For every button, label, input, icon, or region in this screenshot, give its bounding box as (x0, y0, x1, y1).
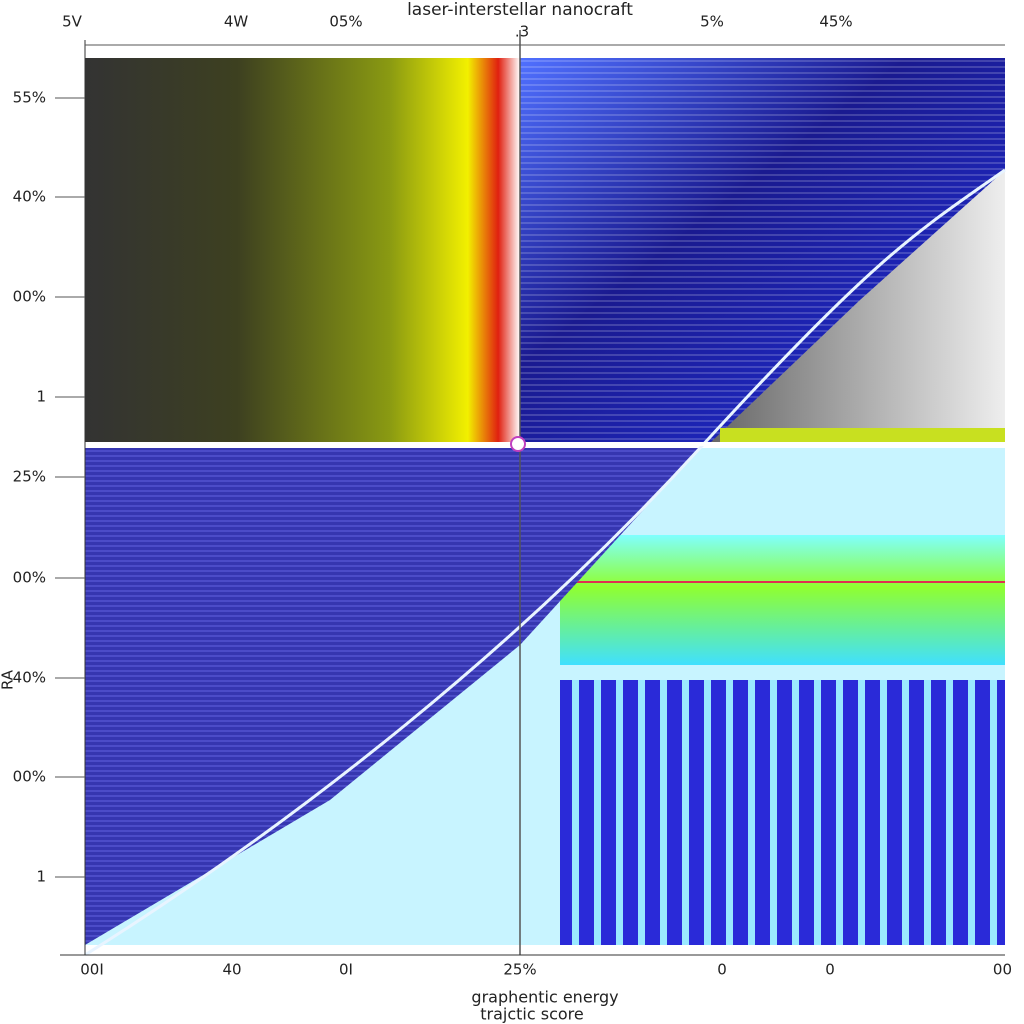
bottom-label: 0 (717, 961, 727, 979)
x-axis-label: graphentic energy (471, 988, 618, 1007)
left-label: 1 (36, 388, 46, 406)
yellow-band (720, 428, 1005, 443)
left-label: 00% (13, 768, 46, 786)
bottom-label: 40 (222, 961, 241, 979)
region-upper-left (85, 58, 520, 443)
region-lower-left (85, 448, 700, 945)
left-label: 55% (13, 89, 46, 107)
bottom-label: 00I (80, 961, 104, 979)
y-axis-label: RA (0, 669, 17, 690)
left-label: 40% (13, 669, 46, 687)
top-label: 45% (819, 13, 852, 31)
left-label: 00% (13, 288, 46, 306)
blue-stripes (560, 680, 1005, 945)
bottom-labels: 00I 40 0I 25% 0 0 00 (80, 961, 1012, 979)
top-label: 4W (224, 13, 249, 31)
top-label: .3 (515, 23, 529, 41)
bottom-label: 0I (339, 961, 353, 979)
left-labels: 55% 40% 00% 1 25% 00% 40% 00% 1 (13, 89, 85, 886)
marker (510, 436, 526, 452)
bottom-label: 0 (825, 961, 835, 979)
top-label: 5% (700, 13, 724, 31)
x-axis-label: trajctic score (480, 1005, 584, 1024)
top-label: 5V (62, 13, 83, 31)
green-band (560, 535, 1005, 665)
left-label: 1 (36, 868, 46, 886)
diagonal-curve (84, 168, 1006, 957)
gray-wedge (710, 170, 1005, 443)
bottom-label: 00 (993, 961, 1012, 979)
top-labels: 5V 4W 05% .3 5% 45% (62, 13, 853, 41)
left-label: 25% (13, 468, 46, 486)
left-label: 40% (13, 188, 46, 206)
bottom-label: 25% (503, 961, 536, 979)
left-label: 00% (13, 569, 46, 587)
chart-title: laser-interstellar nanocraft (407, 0, 633, 20)
top-label: 05% (329, 13, 362, 31)
